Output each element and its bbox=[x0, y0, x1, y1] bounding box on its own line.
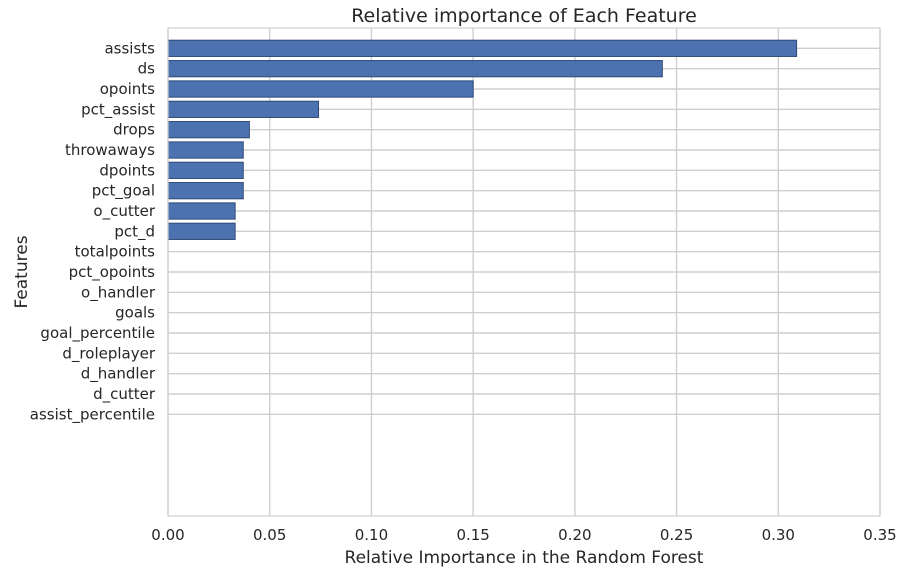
category-label: assists bbox=[104, 39, 155, 57]
x-tick-label: 0.20 bbox=[558, 526, 591, 544]
x-tick-label: 0.35 bbox=[863, 526, 896, 544]
x-tick-label: 0.00 bbox=[151, 526, 184, 544]
category-label: o_cutter bbox=[93, 202, 155, 221]
x-tick-label: 0.15 bbox=[456, 526, 489, 544]
x-tick-label: 0.25 bbox=[660, 526, 693, 544]
x-tick-labels: 0.00 0.05 0.10 0.15 0.20 0.25 0.30 0.35 bbox=[151, 526, 896, 544]
bar-ds bbox=[167, 60, 663, 78]
x-tick-label: 0.05 bbox=[253, 526, 286, 544]
category-label: d_handler bbox=[81, 365, 156, 384]
bar-assists bbox=[167, 39, 798, 57]
category-label: pct_goal bbox=[92, 182, 155, 201]
category-label: opoints bbox=[100, 80, 155, 98]
bar-pct-assist bbox=[167, 100, 320, 118]
category-label: o_handler bbox=[81, 283, 156, 302]
category-label: dpoints bbox=[99, 161, 155, 179]
bar-pct-goal bbox=[167, 182, 244, 200]
x-tick-label: 0.10 bbox=[355, 526, 388, 544]
bars bbox=[167, 39, 798, 240]
bar-throwaways bbox=[167, 141, 244, 159]
category-label: pct_opoints bbox=[69, 263, 156, 282]
category-label: throwaways bbox=[65, 141, 155, 159]
bar-drops bbox=[167, 121, 250, 139]
x-tick-label: 0.30 bbox=[762, 526, 795, 544]
category-label: ds bbox=[138, 60, 156, 78]
category-label: drops bbox=[113, 121, 155, 139]
y-axis-label: Features bbox=[12, 235, 32, 308]
category-label: pct_d bbox=[114, 222, 155, 241]
bar-o-cutter bbox=[167, 202, 236, 220]
chart-title: Relative importance of Each Feature bbox=[351, 5, 697, 27]
category-label: d_roleplayer bbox=[62, 344, 155, 363]
category-label: pct_assist bbox=[81, 100, 155, 119]
category-label: assist_percentile bbox=[30, 405, 155, 424]
category-label: totalpoints bbox=[75, 243, 156, 261]
category-label: goals bbox=[115, 304, 155, 322]
plot-frame bbox=[167, 27, 881, 517]
category-label: d_cutter bbox=[93, 385, 156, 404]
bar-dpoints bbox=[167, 161, 244, 179]
bar-pct-d bbox=[167, 222, 236, 240]
bar-opoints bbox=[167, 80, 474, 98]
category-label: goal_percentile bbox=[40, 324, 155, 343]
x-axis-label: Relative Importance in the Random Forest bbox=[345, 548, 704, 568]
